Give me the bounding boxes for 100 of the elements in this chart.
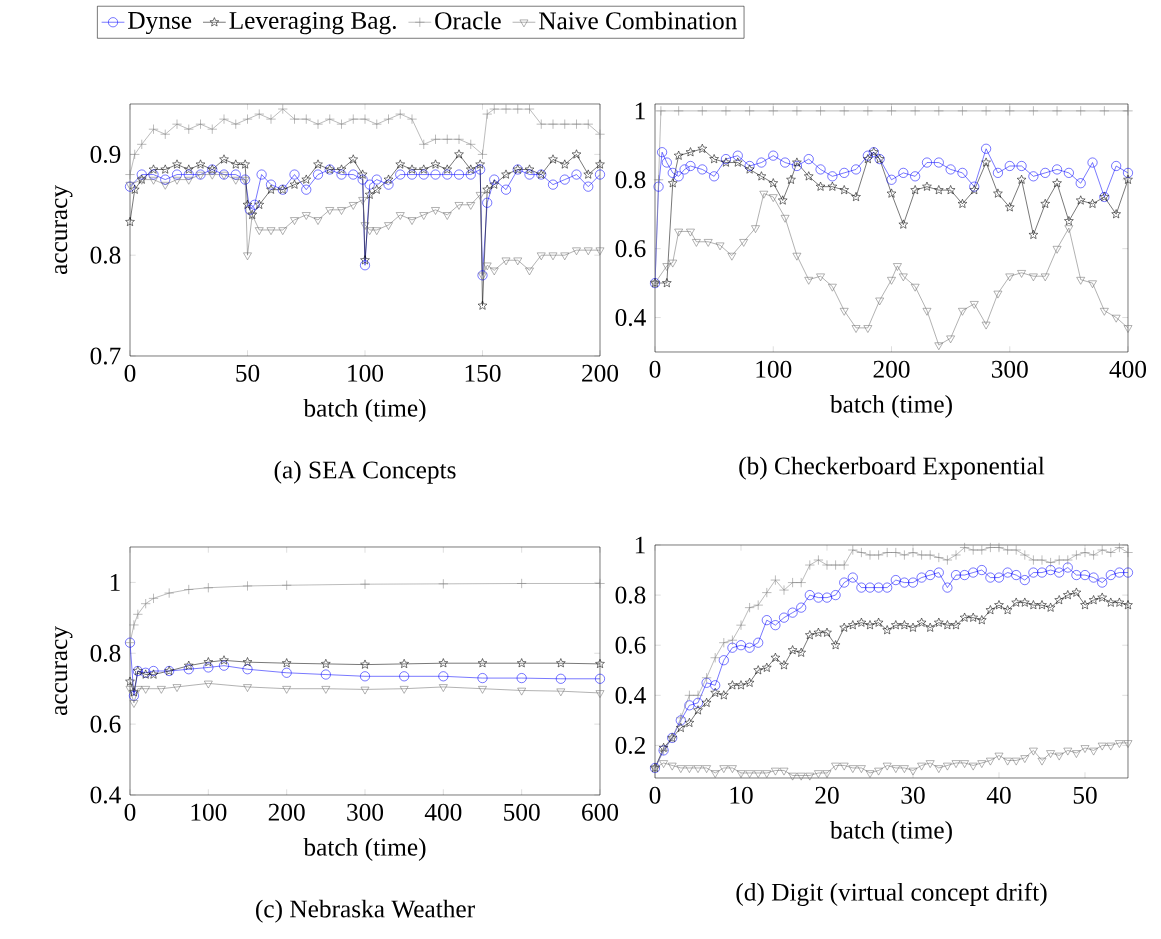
point: [407, 164, 417, 174]
point: [133, 686, 143, 694]
point: [728, 765, 737, 773]
point: [501, 257, 511, 266]
point: [1054, 752, 1064, 761]
point: [1002, 567, 1013, 578]
point: [219, 660, 229, 671]
point: [839, 762, 849, 771]
point: [357, 169, 368, 179]
point: [933, 157, 944, 168]
point: [727, 252, 737, 261]
point: [219, 154, 229, 164]
point: [856, 582, 867, 593]
point: [796, 772, 806, 781]
point: [787, 645, 798, 655]
point: [475, 192, 485, 200]
point: [548, 252, 558, 261]
point: [130, 184, 140, 194]
point: [857, 765, 866, 773]
point: [583, 181, 594, 192]
point: [516, 578, 527, 589]
point: [475, 164, 486, 175]
point: [1111, 209, 1121, 219]
point: [556, 688, 566, 697]
point: [779, 585, 789, 596]
point: [477, 149, 488, 160]
y-tick-label: 0.7: [90, 347, 121, 365]
x-tick-label: 100: [756, 360, 792, 378]
point: [908, 577, 918, 588]
point: [583, 247, 593, 256]
point: [1123, 600, 1133, 610]
point: [942, 620, 953, 630]
point: [994, 600, 1004, 610]
point: [969, 185, 979, 195]
point: [993, 290, 1003, 299]
point: [796, 602, 807, 613]
point: [125, 216, 135, 226]
point: [525, 267, 534, 276]
point: [839, 622, 849, 632]
point: [313, 119, 323, 130]
point: [697, 143, 708, 153]
point: [882, 547, 893, 558]
x-axis-title: batch (time): [829, 394, 952, 418]
y-tick-label: 0.4: [615, 686, 646, 704]
text: (c) Nebraska Weather: [256, 899, 475, 923]
point: [1019, 550, 1030, 560]
point: [516, 658, 527, 668]
point: [1106, 742, 1116, 751]
point: [583, 169, 593, 179]
point: [910, 105, 921, 116]
point: [1054, 555, 1065, 565]
x-axis-title: batch (time): [829, 820, 952, 844]
point: [667, 167, 678, 178]
point: [442, 134, 453, 145]
point: [933, 567, 944, 578]
point: [796, 577, 807, 588]
point: [862, 150, 873, 161]
y-tick-label: 0.9: [90, 145, 121, 163]
point: [149, 176, 158, 185]
point: [685, 161, 696, 171]
point: [489, 179, 499, 189]
point: [667, 762, 677, 771]
point: [242, 114, 253, 125]
point: [1080, 570, 1090, 580]
point: [770, 620, 781, 631]
point: [132, 609, 143, 620]
point: [383, 114, 394, 125]
point: [657, 147, 668, 158]
point: [733, 157, 743, 167]
point: [141, 686, 150, 694]
point: [981, 143, 992, 154]
point: [968, 567, 979, 578]
point: [256, 169, 267, 180]
point: [1072, 750, 1081, 758]
point: [715, 242, 725, 251]
point: [140, 598, 151, 609]
point: [684, 690, 695, 701]
point: [908, 547, 918, 558]
point: [865, 770, 875, 778]
point: [1028, 567, 1039, 578]
point: [489, 267, 499, 276]
point: [371, 119, 382, 130]
point: [1071, 570, 1082, 580]
point: [1046, 750, 1055, 758]
point: [384, 222, 393, 230]
point: [898, 167, 909, 178]
point: [847, 545, 858, 555]
point: [851, 164, 861, 175]
point: [266, 114, 276, 125]
point: [882, 582, 893, 593]
point: [325, 207, 335, 215]
y-tick-label: 0.2: [615, 736, 645, 755]
point: [372, 184, 382, 194]
point: [1076, 277, 1086, 285]
point: [466, 202, 476, 210]
point: [822, 592, 832, 603]
point: [230, 119, 241, 130]
point: [968, 545, 979, 555]
x-tick-label: 40: [986, 786, 1011, 804]
point: [439, 684, 448, 692]
